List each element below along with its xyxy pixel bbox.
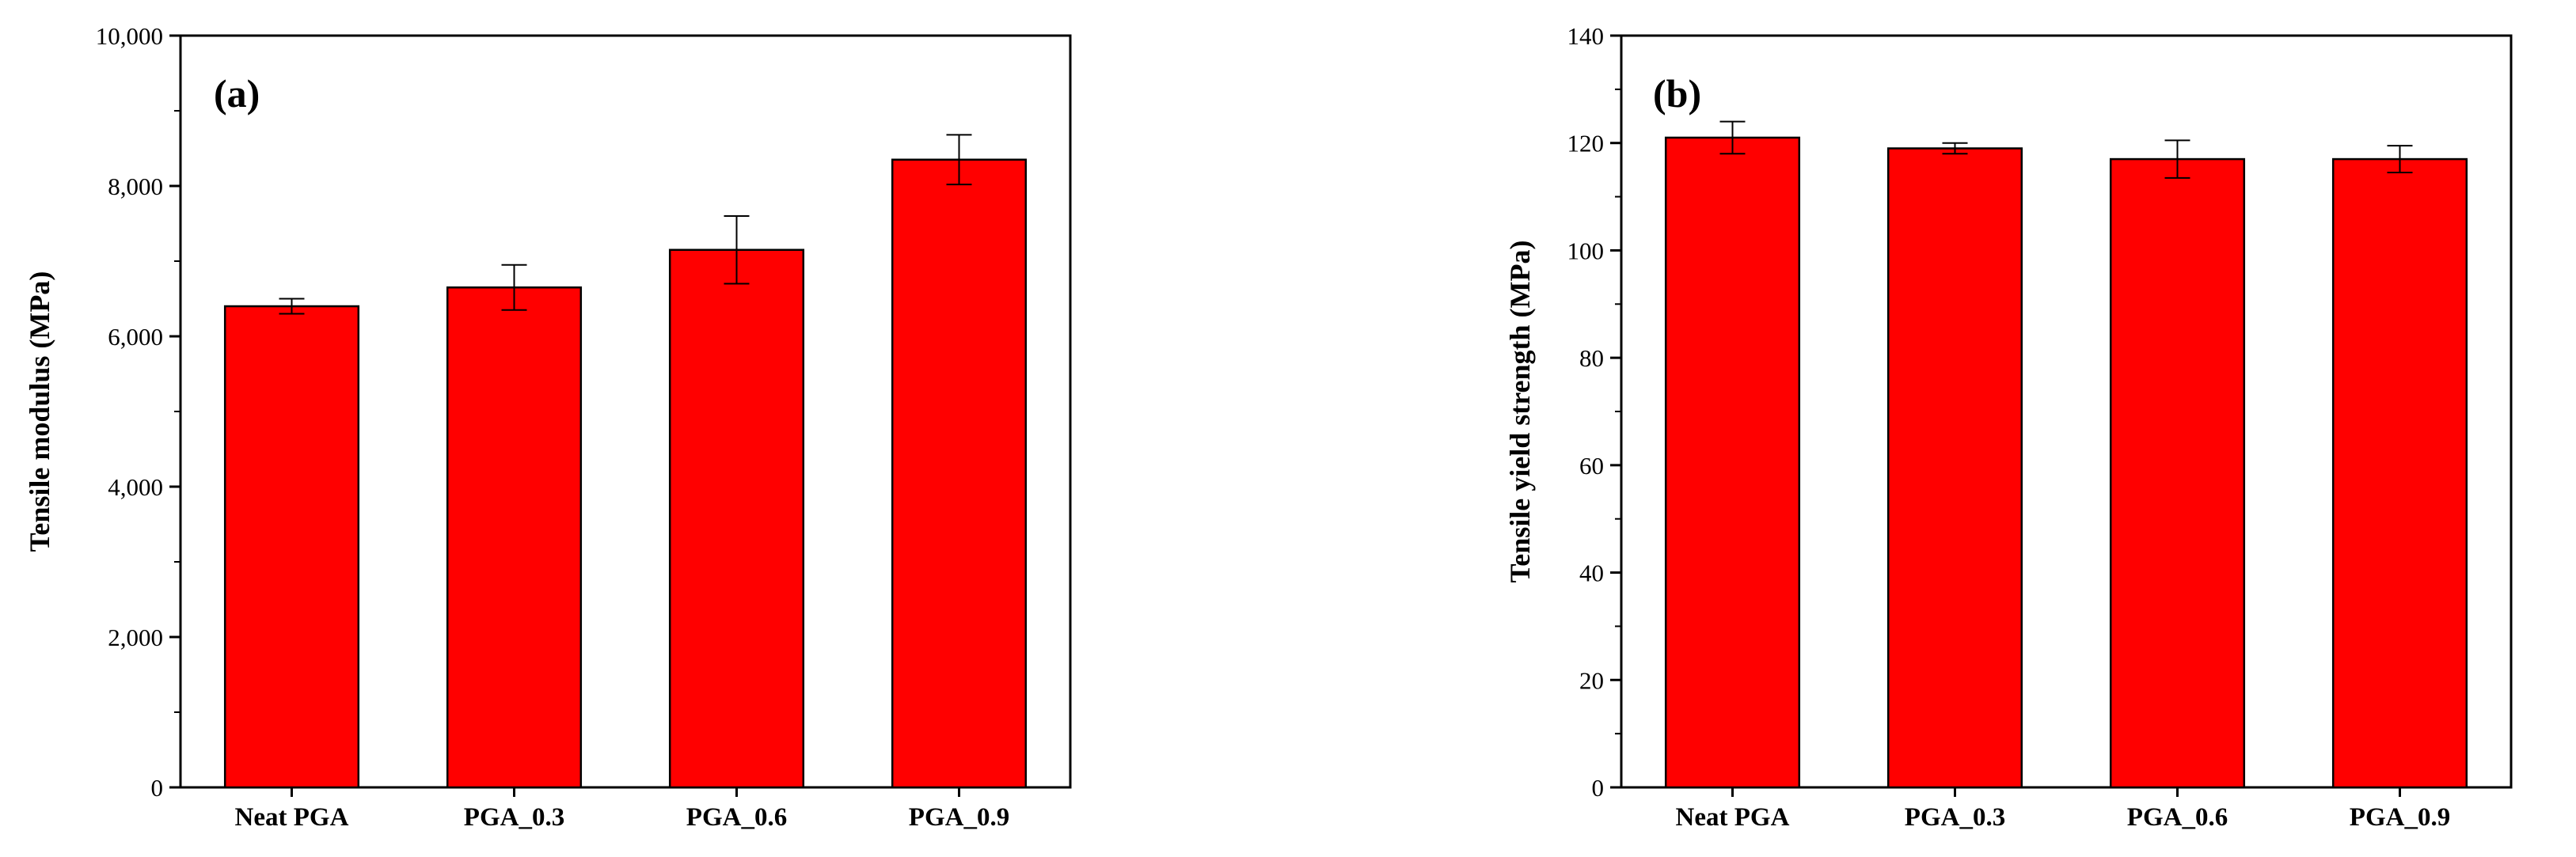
y-axis-title-a: Tensile modulus (MPa) <box>24 271 55 552</box>
x-tick-label: PGA_0.3 <box>464 803 564 832</box>
x-tick-label: PGA_0.6 <box>686 803 787 832</box>
y-tick-label: 140 <box>1567 22 1605 50</box>
y-tick-label: 10,000 <box>96 22 163 50</box>
bar-pga-0-9 <box>891 158 1028 789</box>
panel-b: (b) Tensile yield strength (MPa) 0 20 40 60… <box>1504 22 2513 832</box>
bar-pga-0-3 <box>1886 147 2023 789</box>
y-tick-label: 2,000 <box>108 624 163 651</box>
y-tick-label: 20 <box>1579 666 1604 694</box>
panel-a: (a) Tensile modulus (MPa) 0 2,000 4,000 6,0… <box>24 22 1072 832</box>
x-tick-label: PGA_0.3 <box>1905 803 2005 832</box>
y-tick-label: 4,000 <box>108 473 163 501</box>
y-tick-label: 120 <box>1567 130 1605 157</box>
bars-b <box>1664 120 2468 789</box>
y-tick-label: 60 <box>1579 452 1604 480</box>
y-ticks-b: 0 20 40 60 80 100 120 140 <box>1567 22 1621 802</box>
bar-pga-0-6 <box>2109 157 2246 789</box>
y-tick-label: 0 <box>151 774 164 802</box>
x-tick-label: Neat PGA <box>235 803 349 832</box>
bar-pga-0-9 <box>2331 157 2468 789</box>
x-tick-label: Neat PGA <box>1676 803 1790 832</box>
x-tick-labels-b: Neat PGA PGA_0.3 PGA_0.6 PGA_0.9 <box>1676 787 2450 832</box>
y-axis-title-b: Tensile yield strength (MPa) <box>1504 241 1536 583</box>
y-tick-label: 0 <box>1592 774 1605 802</box>
bar-neat-pga <box>1664 136 1801 789</box>
bars-a <box>223 134 1028 789</box>
y-tick-label: 8,000 <box>108 173 163 200</box>
bar-pga-0-3 <box>446 286 583 789</box>
y-tick-label: 100 <box>1567 237 1605 264</box>
x-tick-label: PGA_0.9 <box>909 803 1009 832</box>
y-tick-label: 40 <box>1579 559 1604 587</box>
x-tick-label: PGA_0.9 <box>2350 803 2450 832</box>
y-tick-label: 6,000 <box>108 323 163 351</box>
panel-label-b: (b) <box>1653 71 1701 116</box>
panel-label-a: (a) <box>214 71 260 116</box>
x-tick-labels-a: Neat PGA PGA_0.3 PGA_0.6 PGA_0.9 <box>235 787 1009 832</box>
y-tick-label: 80 <box>1579 344 1604 372</box>
x-tick-label: PGA_0.6 <box>2127 803 2228 832</box>
y-ticks-a: 0 2,000 4,000 6,000 8,000 10,000 <box>96 22 180 802</box>
bar-neat-pga <box>223 305 360 789</box>
bar-pga-0-6 <box>668 248 805 789</box>
